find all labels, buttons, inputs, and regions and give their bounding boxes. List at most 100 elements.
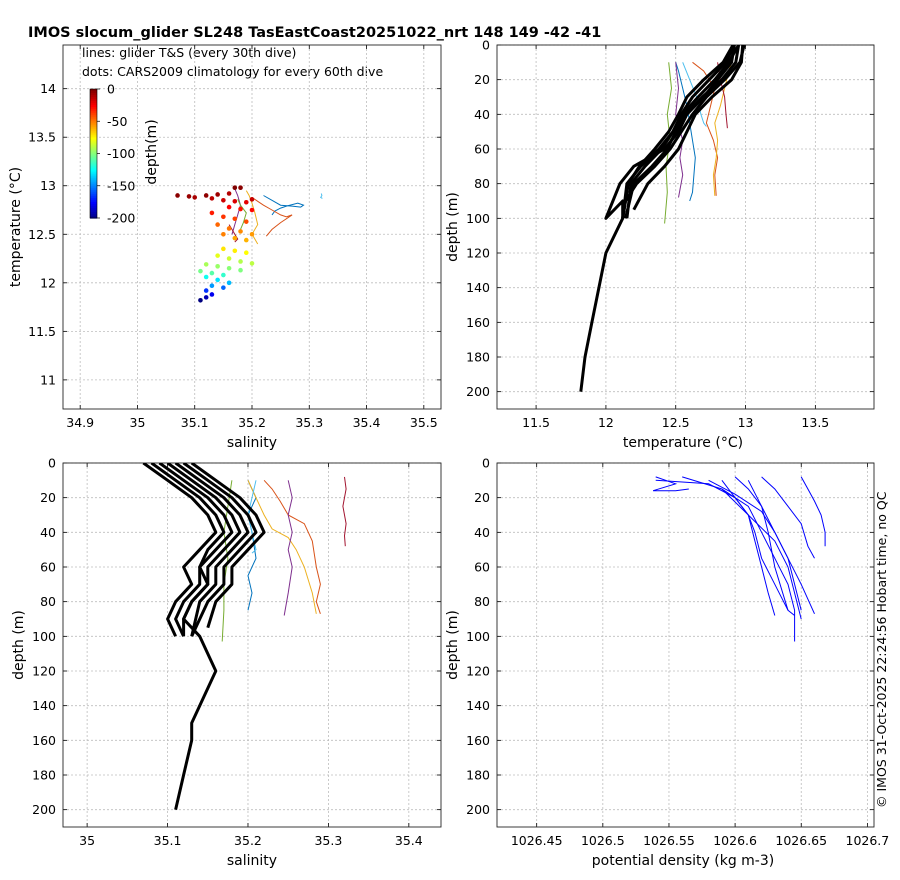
ts-clim-dot	[243, 219, 249, 224]
dens-ytick-label: 100	[466, 629, 490, 644]
colorbar-segment	[90, 177, 97, 181]
colorbar-tick-label: -50	[107, 114, 127, 129]
temp-ylabel: depth (m)	[445, 192, 461, 262]
ts-clim-dot	[198, 268, 203, 274]
colorbar-segment	[90, 119, 97, 122]
ts-clim-dot	[221, 246, 226, 252]
colorbar-segment	[90, 117, 97, 120]
ts-clim-dot	[232, 235, 238, 241]
dens-xtick-label: 1026.65	[775, 833, 827, 848]
dens-ytick-label: 140	[466, 698, 490, 713]
colorbar-segment	[90, 165, 97, 169]
sal-profiles	[142, 463, 347, 811]
ts-clim-dot	[243, 250, 249, 256]
dens-profiles	[652, 476, 826, 642]
dens-ytick-label: 180	[466, 768, 490, 783]
sal-xtick-label: 35	[79, 833, 95, 848]
colorbar-segment	[90, 121, 97, 124]
temp-ytick-label: 0	[482, 38, 490, 53]
colorbar-segment	[90, 93, 97, 96]
ts-glider-line	[263, 195, 305, 216]
temperature-panel: temperature (°C) depth (m) 11.5 12 12.5 13 1…	[445, 38, 875, 451]
colorbar-segment	[90, 145, 97, 149]
colorbar-segment	[90, 181, 97, 185]
ts-grid	[63, 45, 441, 409]
ts-axes-box	[62, 44, 442, 410]
dens-xtick-label: 1026.6	[713, 833, 757, 848]
ts-clim-dot	[249, 207, 255, 213]
sal-clim-profile	[174, 463, 250, 637]
ts-clim-dots	[175, 185, 255, 303]
ts-xtick-label: 35.2	[238, 415, 266, 430]
ts-ylabel: temperature (°C)	[8, 167, 24, 287]
colorbar-segment	[90, 91, 97, 94]
sal-clim-profile	[150, 463, 226, 637]
ts-clim-dot	[175, 193, 180, 198]
ts-clim-dot	[215, 192, 220, 197]
ts-clim-dot	[221, 214, 226, 220]
density-panel: potential density (kg m-3) depth (m) 102…	[445, 456, 889, 870]
temp-ytick-label: 100	[466, 211, 490, 226]
sal-ytick-label: 200	[32, 802, 56, 817]
dens-density-profile	[800, 476, 826, 547]
ts-clim-dot	[226, 204, 232, 210]
ts-clim-dot	[192, 195, 198, 200]
colorbar-label: depth(m)	[144, 119, 160, 184]
ts-xtick-label: 35.3	[295, 415, 323, 430]
ts-clim-dot	[209, 196, 215, 201]
temp-xtick-label: 13	[738, 415, 754, 430]
ts-clim-dot	[249, 231, 255, 237]
colorbar-segment	[90, 191, 97, 195]
colorbar-segment	[90, 127, 97, 130]
ts-clim-dot	[243, 237, 249, 243]
figure-title: IMOS slocum_glider SL248 TasEastCoast202…	[28, 25, 601, 41]
ts-clim-dot	[226, 265, 232, 271]
sal-clim-profile	[158, 463, 234, 811]
ts-xtick-label: 35.4	[353, 415, 381, 430]
ts-glider-lines	[228, 188, 323, 245]
ts-clim-dot	[198, 297, 203, 303]
ts-clim-dot	[203, 288, 209, 293]
colorbar-segment	[90, 115, 97, 118]
dens-ytick-label: 120	[466, 664, 490, 679]
colorbar-segment	[90, 147, 97, 151]
dens-xtick-label: 1026.55	[643, 833, 695, 848]
temp-clim-profile	[624, 45, 741, 219]
salinity-panel: salinity depth (m) 35 35.1 35.2 35.3 35.4 0 20…	[11, 456, 442, 869]
ts-clim-dot	[221, 272, 226, 278]
temp-glider-profile	[675, 62, 696, 202]
sal-xtick-label: 35.1	[154, 833, 182, 848]
temp-ytick-label: 80	[474, 176, 490, 191]
colorbar-segment	[90, 215, 97, 219]
ts-ytick-label: 12	[40, 275, 56, 290]
sal-clim-profile	[190, 463, 266, 629]
temp-clim-profile	[579, 45, 735, 392]
colorbar-segment	[90, 101, 97, 104]
ts-clim-dot	[209, 210, 215, 216]
colorbar-segment	[90, 193, 97, 197]
dens-ytick-label: 20	[474, 490, 490, 505]
colorbar-segment	[90, 183, 97, 187]
colorbar-segment	[90, 187, 97, 191]
ts-glider-line	[251, 196, 293, 237]
sal-ytick-label: 160	[32, 733, 56, 748]
colorbar-segment	[90, 167, 97, 171]
colorbar-segment	[90, 213, 97, 217]
ts-clim-dot	[226, 280, 232, 286]
dens-xlabel: potential density (kg m-3)	[592, 853, 774, 869]
dens-ylabel: depth (m)	[445, 610, 461, 680]
colorbar-segment	[90, 137, 97, 140]
ts-xtick-label: 35.5	[410, 415, 438, 430]
ts-clim-dot	[203, 295, 209, 300]
ts-clim-dot	[243, 199, 249, 205]
sal-xtick-label: 35.4	[395, 833, 423, 848]
ts-clim-dot	[215, 253, 220, 258]
sal-glider-profile	[283, 480, 293, 616]
colorbar-tick-label: 0	[107, 82, 115, 97]
sal-ytick-label: 60	[40, 560, 56, 575]
colorbar-segment	[90, 97, 97, 100]
colorbar-segment	[90, 109, 97, 112]
ts-clim-dot	[232, 198, 238, 204]
ts-clim-dot	[203, 262, 209, 267]
